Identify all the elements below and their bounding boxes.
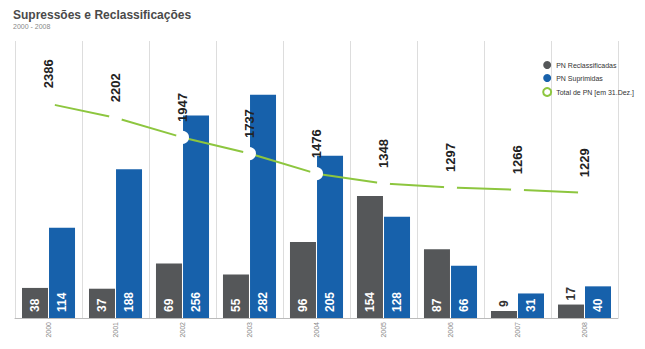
svg-text:2000 - 2008: 2000 - 2008 xyxy=(13,23,50,30)
svg-text:1348: 1348 xyxy=(376,139,391,168)
svg-text:154: 154 xyxy=(363,292,377,312)
svg-text:87: 87 xyxy=(430,298,444,312)
svg-text:2007: 2007 xyxy=(514,322,521,338)
svg-text:66: 66 xyxy=(457,298,471,312)
svg-text:188: 188 xyxy=(122,292,136,312)
svg-text:282: 282 xyxy=(256,292,270,312)
svg-text:2002: 2002 xyxy=(179,322,186,338)
svg-text:55: 55 xyxy=(229,298,243,312)
svg-text:38: 38 xyxy=(28,298,42,312)
svg-text:Total de PN [em 31.Dez.]: Total de PN [em 31.Dez.] xyxy=(556,89,634,97)
svg-text:1737: 1737 xyxy=(242,109,257,138)
svg-text:2001: 2001 xyxy=(112,322,119,338)
svg-text:2006: 2006 xyxy=(447,322,454,338)
svg-text:1229: 1229 xyxy=(577,148,592,177)
svg-text:Supressões e Reclassificações: Supressões e Reclassificações xyxy=(13,8,191,22)
svg-text:PN Reclassificadas: PN Reclassificadas xyxy=(556,62,617,69)
svg-text:PN Suprimidas: PN Suprimidas xyxy=(556,75,603,83)
svg-text:96: 96 xyxy=(296,298,310,312)
svg-text:9: 9 xyxy=(497,300,511,307)
svg-text:1266: 1266 xyxy=(510,145,525,174)
svg-text:1947: 1947 xyxy=(175,93,190,122)
svg-text:40: 40 xyxy=(591,298,605,312)
svg-text:114: 114 xyxy=(55,292,69,312)
svg-text:2004: 2004 xyxy=(313,322,320,338)
svg-text:2005: 2005 xyxy=(380,322,387,338)
svg-text:37: 37 xyxy=(95,298,109,312)
svg-text:128: 128 xyxy=(390,292,404,312)
svg-text:2386: 2386 xyxy=(41,59,56,88)
svg-text:1297: 1297 xyxy=(443,143,458,172)
svg-text:2008: 2008 xyxy=(581,322,588,338)
svg-text:31: 31 xyxy=(524,298,538,312)
svg-text:1476: 1476 xyxy=(309,129,324,158)
svg-text:2000: 2000 xyxy=(45,322,52,338)
svg-text:2003: 2003 xyxy=(246,322,253,338)
svg-text:17: 17 xyxy=(564,287,578,301)
svg-text:69: 69 xyxy=(162,298,176,312)
svg-text:205: 205 xyxy=(323,292,337,312)
svg-text:2202: 2202 xyxy=(108,73,123,102)
svg-text:256: 256 xyxy=(189,292,203,312)
